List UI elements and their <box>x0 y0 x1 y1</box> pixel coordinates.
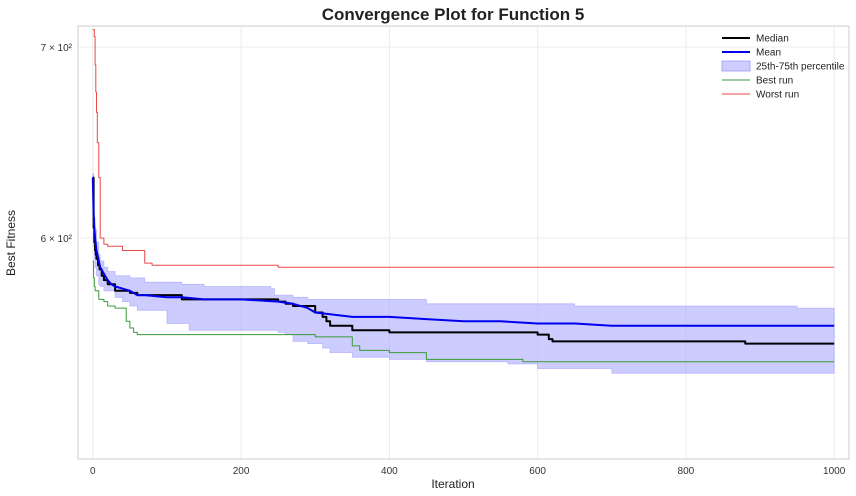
plot-area <box>91 29 835 374</box>
x-tick-label: 600 <box>529 466 546 477</box>
grid-lines <box>78 26 849 459</box>
legend: Median Mean 25th-75th percentile Best run Wo… <box>721 34 845 101</box>
y-tick-label: 7 × 10² <box>41 43 73 54</box>
legend-label-median: Median <box>756 34 789 45</box>
best-run-line <box>92 260 835 363</box>
x-tick-label: 800 <box>678 466 695 477</box>
legend-swatch-25th-75th-percentile <box>721 60 751 72</box>
legend-label-25th-75th-percentile: 25th-75th percentile <box>756 62 845 73</box>
chart-title: Convergence Plot for Function 5 <box>322 5 585 24</box>
mean-line <box>91 177 835 327</box>
x-tick-label: 200 <box>233 466 250 477</box>
percentile-band <box>92 173 835 374</box>
x-tick-label: 1000 <box>823 466 846 477</box>
worst-run-line <box>92 29 835 268</box>
y-axis-label: Best Fitness <box>4 210 18 276</box>
y-tick-label: 6 × 10² <box>41 234 73 245</box>
legend-label-best-run: Best run <box>756 76 793 87</box>
plot-frame <box>77 25 850 460</box>
axis-ticks: 0 200 400 600 800 1000 6 × 10² 7 × 10² <box>41 43 846 477</box>
legend-label-worst-run: Worst run <box>756 90 799 101</box>
x-tick-label: 400 <box>381 466 398 477</box>
legend-label-mean: Mean <box>756 48 781 59</box>
x-axis-label: Iteration <box>431 477 474 491</box>
x-tick-label: 0 <box>90 466 96 477</box>
